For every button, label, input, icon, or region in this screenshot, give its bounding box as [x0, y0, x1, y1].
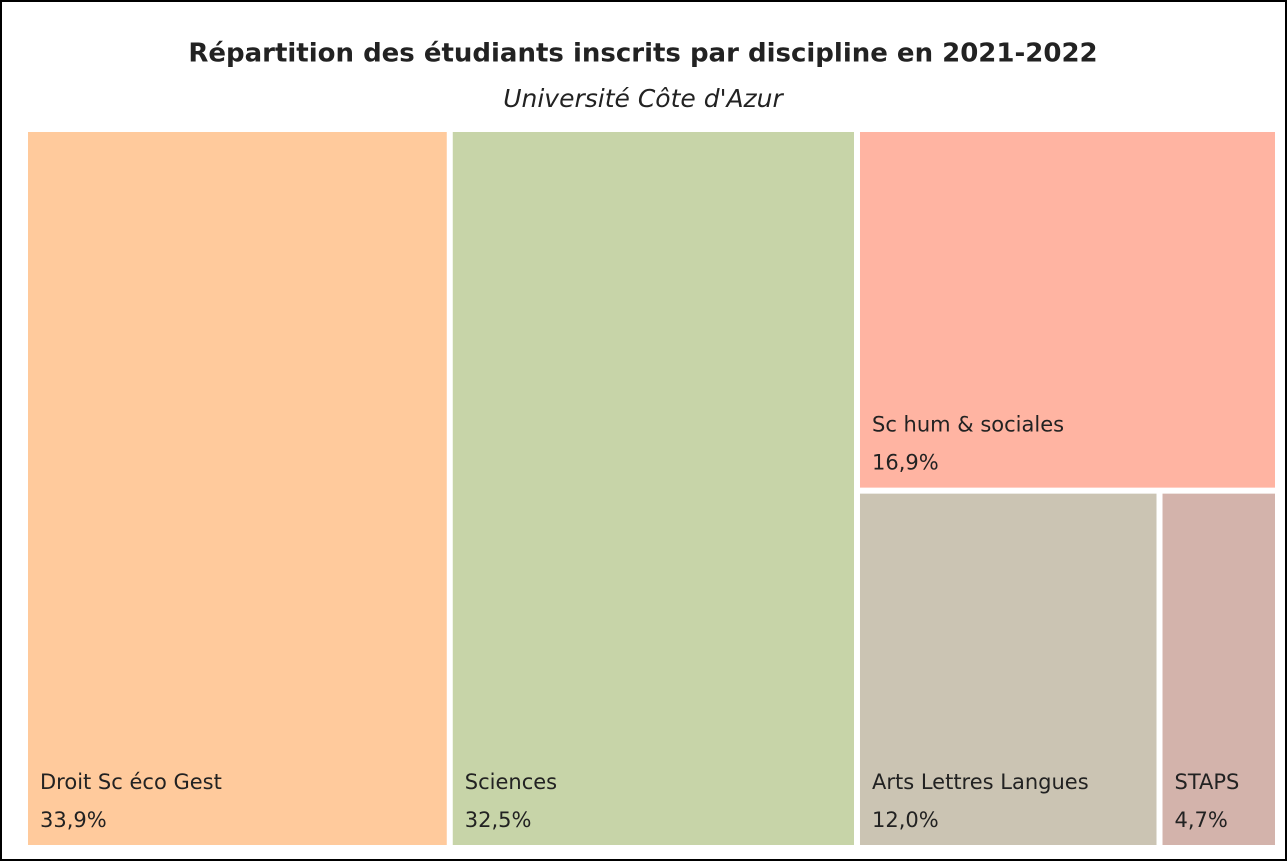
tile [452, 132, 854, 845]
tile [859, 132, 1275, 488]
tile-value: 12,0% [872, 808, 939, 832]
tile-value: 33,9% [40, 808, 107, 832]
tile-value: 4,7% [1175, 808, 1228, 832]
chart-subtitle: Université Côte d'Azur [503, 84, 784, 113]
tile-label: Droit Sc éco Gest [40, 770, 222, 794]
tile [28, 132, 447, 845]
tile-label: STAPS [1175, 770, 1240, 794]
tile-label: Sc hum & sociales [872, 413, 1064, 437]
tile-value: 16,9% [872, 451, 939, 475]
tile-value: 32,5% [465, 808, 532, 832]
chart-title: Répartition des étudiants inscrits par d… [188, 39, 1097, 69]
tile [859, 493, 1157, 845]
tile-label: Sciences [465, 770, 557, 794]
tile-label: Arts Lettres Langues [872, 770, 1089, 794]
tile [1162, 493, 1275, 845]
